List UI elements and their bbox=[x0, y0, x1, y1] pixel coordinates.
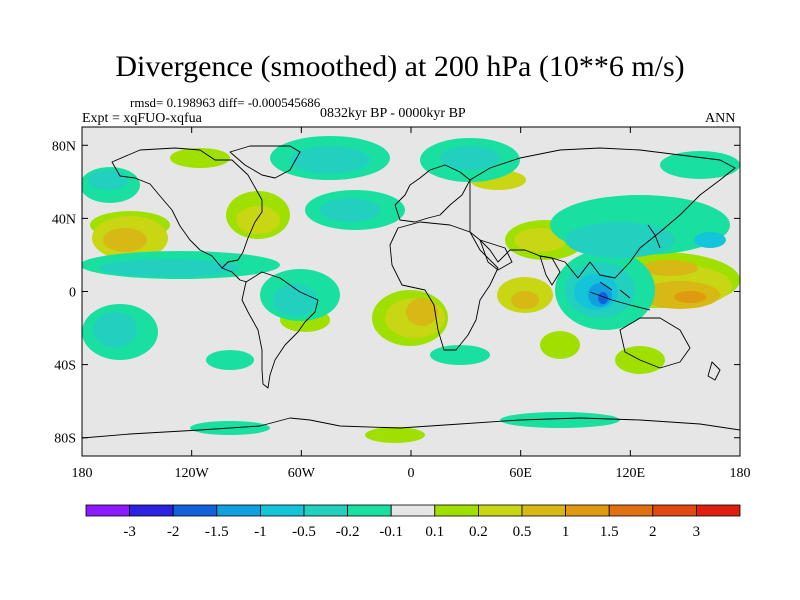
colorbar-swatch bbox=[259, 504, 305, 517]
coastline-india bbox=[539, 255, 561, 286]
colorbar-swatch bbox=[696, 504, 741, 517]
contour-region bbox=[540, 331, 580, 359]
colorbar-label: -0.5 bbox=[292, 524, 316, 540]
contour-region bbox=[674, 291, 706, 303]
contour-region bbox=[170, 148, 230, 168]
contour-region bbox=[320, 198, 380, 222]
colorbar-swatch bbox=[477, 504, 523, 517]
coastline-south-america bbox=[241, 271, 319, 389]
colorbar-label: -1.5 bbox=[205, 524, 229, 540]
colorbar-swatch bbox=[172, 504, 218, 517]
colorbar-label: -0.1 bbox=[379, 524, 403, 540]
colorbar: -3 -2 -1.5 -1 -0.5 -0.2 -0.1 0.1 0.2 0.5 1 1.5 2 3 bbox=[85, 504, 741, 540]
contour-region bbox=[290, 146, 370, 174]
lat-tick-label: 0 bbox=[69, 286, 76, 301]
coastline-australia bbox=[619, 317, 691, 369]
lon-tick-label: 60E bbox=[509, 466, 532, 481]
contour-region bbox=[565, 222, 675, 258]
colorbar-swatch bbox=[652, 504, 697, 517]
contour-region bbox=[103, 228, 147, 252]
contour-region bbox=[100, 259, 240, 277]
coastline-north-america bbox=[111, 147, 263, 269]
lat-tick-label: 80N bbox=[52, 139, 76, 154]
contour-region bbox=[430, 345, 490, 365]
coastline-japan bbox=[647, 224, 661, 249]
colorbar-label: 0.2 bbox=[469, 524, 488, 540]
contour-region bbox=[598, 292, 608, 304]
lon-tick-label: 120E bbox=[616, 466, 646, 481]
colorbar-label: -2 bbox=[167, 524, 180, 540]
coastline-europe bbox=[394, 164, 471, 223]
contour-region bbox=[511, 291, 539, 309]
lon-tick-label: 60W bbox=[288, 466, 316, 481]
season-label: ANN bbox=[705, 111, 736, 126]
colorbar-label: 1 bbox=[562, 524, 570, 540]
contour-region bbox=[273, 284, 317, 316]
lat-tick-label: 80S bbox=[54, 432, 76, 447]
contour-region bbox=[660, 151, 740, 179]
colorbar-label: 3 bbox=[693, 524, 701, 540]
colorbar-label: -1 bbox=[254, 524, 267, 540]
axis-ticks: 180 120W 60W 0 60E 120E 180 80N 40N 0 40S 80S bbox=[52, 127, 751, 481]
colorbar-swatch bbox=[216, 504, 261, 517]
contour-region bbox=[440, 146, 500, 170]
experiment-label: Expt = xqFUO-xqfua bbox=[82, 111, 202, 126]
contour-region bbox=[406, 298, 438, 326]
contour-region bbox=[206, 350, 254, 370]
colorbar-swatch bbox=[303, 504, 348, 517]
lon-tick-label: 180 bbox=[72, 466, 93, 481]
contour-region bbox=[694, 232, 726, 248]
contour-fills bbox=[82, 136, 740, 443]
lon-tick-label: 120W bbox=[175, 466, 210, 481]
coastline-arabia bbox=[479, 239, 513, 271]
contour-region bbox=[93, 312, 137, 348]
contour-region bbox=[88, 170, 128, 190]
coastline-indonesia bbox=[589, 281, 651, 311]
colorbar-label: 0.1 bbox=[425, 524, 444, 540]
colorbar-label: -0.2 bbox=[336, 524, 360, 540]
contour-region bbox=[236, 206, 280, 234]
lat-tick-label: 40S bbox=[54, 359, 76, 374]
colorbar-swatch bbox=[565, 504, 610, 517]
coastline-new-zealand bbox=[707, 361, 721, 381]
coastline-antarctica bbox=[82, 417, 740, 439]
colorbar-swatch bbox=[608, 504, 654, 517]
contour-region bbox=[365, 427, 425, 443]
lat-tick-label: 40N bbox=[52, 212, 76, 227]
colorbar-swatch bbox=[390, 504, 436, 517]
coastlines bbox=[82, 145, 740, 439]
colorbar-label: 2 bbox=[649, 524, 657, 540]
contour-region bbox=[514, 228, 566, 252]
colorbar-label: 0.5 bbox=[513, 524, 532, 540]
stats-label: rmsd= 0.198963 diff= -0.000545686 bbox=[130, 95, 321, 110]
plot-title: Divergence (smoothed) at 200 hPa (10**6 … bbox=[115, 50, 685, 83]
colorbar-swatch bbox=[347, 504, 392, 517]
coastline-asia bbox=[469, 147, 736, 279]
colorbar-label: 1.5 bbox=[600, 524, 619, 540]
lon-tick-label: 0 bbox=[408, 466, 415, 481]
coastline-greenland bbox=[229, 145, 301, 179]
colorbar-swatch bbox=[85, 504, 130, 517]
period-label: 0832kyr BP - 0000kyr BP bbox=[320, 106, 466, 121]
lon-tick-label: 180 bbox=[730, 466, 751, 481]
contour-region bbox=[642, 260, 698, 276]
contour-region bbox=[500, 412, 620, 428]
colorbar-swatch bbox=[434, 504, 479, 517]
coastline-central-america bbox=[221, 267, 248, 283]
colorbar-swatch bbox=[521, 504, 566, 517]
colorbar-label: -3 bbox=[123, 524, 136, 540]
colorbar-swatch bbox=[129, 504, 174, 517]
